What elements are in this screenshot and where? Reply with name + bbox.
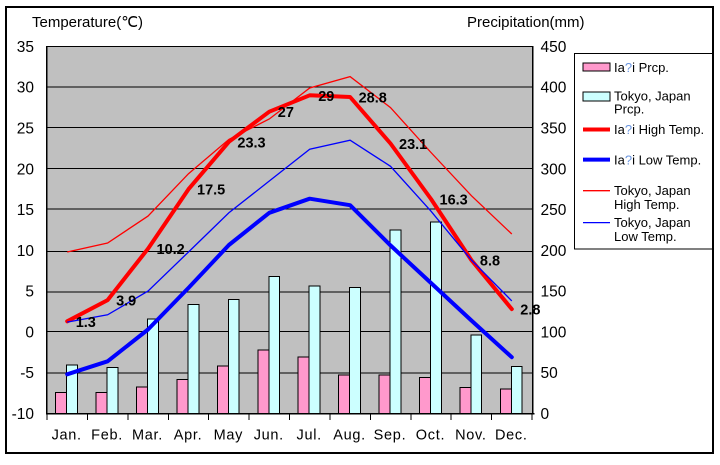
svg-text:150: 150 [541,284,567,301]
svg-text:27: 27 [278,105,294,121]
svg-text:May: May [214,428,244,444]
svg-text:-5: -5 [20,365,34,382]
svg-text:Tokyo, Japan: Tokyo, Japan [614,89,691,104]
svg-text:100: 100 [541,324,567,341]
svg-text:35: 35 [17,39,34,56]
svg-text:3.9: 3.9 [116,294,136,310]
svg-text:16.3: 16.3 [440,193,468,209]
svg-text:Jul.: Jul. [297,428,322,444]
svg-text:Tokyo, Japan: Tokyo, Japan [614,215,691,230]
svg-text:15: 15 [17,202,34,219]
svg-text:23.3: 23.3 [237,135,265,151]
svg-text:23.1: 23.1 [399,137,427,153]
svg-text:17.5: 17.5 [197,183,225,199]
svg-text:450: 450 [541,39,567,56]
svg-text:28.8: 28.8 [359,91,387,107]
svg-text:Dec.: Dec. [495,428,528,444]
svg-text:Nov.: Nov. [455,428,487,444]
svg-text:Ia?i High Temp.: Ia?i High Temp. [614,122,704,137]
svg-text:2.8: 2.8 [520,303,540,319]
svg-text:250: 250 [541,202,567,219]
svg-text:Low Temp.: Low Temp. [614,229,677,244]
svg-text:Sep.: Sep. [374,428,407,444]
svg-text:29: 29 [318,89,334,105]
svg-text:400: 400 [541,80,567,97]
svg-text:Prcp.: Prcp. [614,102,644,117]
svg-text:8.8: 8.8 [480,254,500,270]
svg-text:30: 30 [17,80,35,97]
svg-text:Temperature(℃): Temperature(℃) [32,14,143,31]
svg-text:25: 25 [17,121,34,138]
svg-text:0: 0 [25,324,34,341]
svg-text:-10: -10 [12,406,35,423]
svg-text:Ia?i Low Temp.: Ia?i Low Temp. [614,153,701,168]
svg-text:High Temp.: High Temp. [614,197,680,212]
svg-text:Apr.: Apr. [174,428,203,444]
svg-text:5: 5 [25,284,34,301]
svg-text:200: 200 [541,243,567,260]
svg-text:10.2: 10.2 [157,242,185,258]
svg-text:Ia?i Prcp.: Ia?i Prcp. [614,60,669,75]
svg-text:Oct.: Oct. [416,428,445,444]
svg-text:Jan.: Jan. [52,428,82,444]
svg-text:0: 0 [541,406,550,423]
svg-text:10: 10 [17,243,35,260]
svg-text:Feb.: Feb. [91,428,123,444]
svg-text:Mar.: Mar. [132,428,163,444]
svg-text:Tokyo, Japan: Tokyo, Japan [614,183,691,198]
svg-text:300: 300 [541,161,567,178]
svg-text:20: 20 [17,161,35,178]
svg-text:Jun.: Jun. [254,428,284,444]
svg-text:1.3: 1.3 [76,315,96,331]
svg-text:Precipitation(mm): Precipitation(mm) [467,14,585,31]
svg-text:Aug.: Aug. [333,428,366,444]
svg-text:350: 350 [541,121,567,138]
svg-text:50: 50 [541,365,559,382]
